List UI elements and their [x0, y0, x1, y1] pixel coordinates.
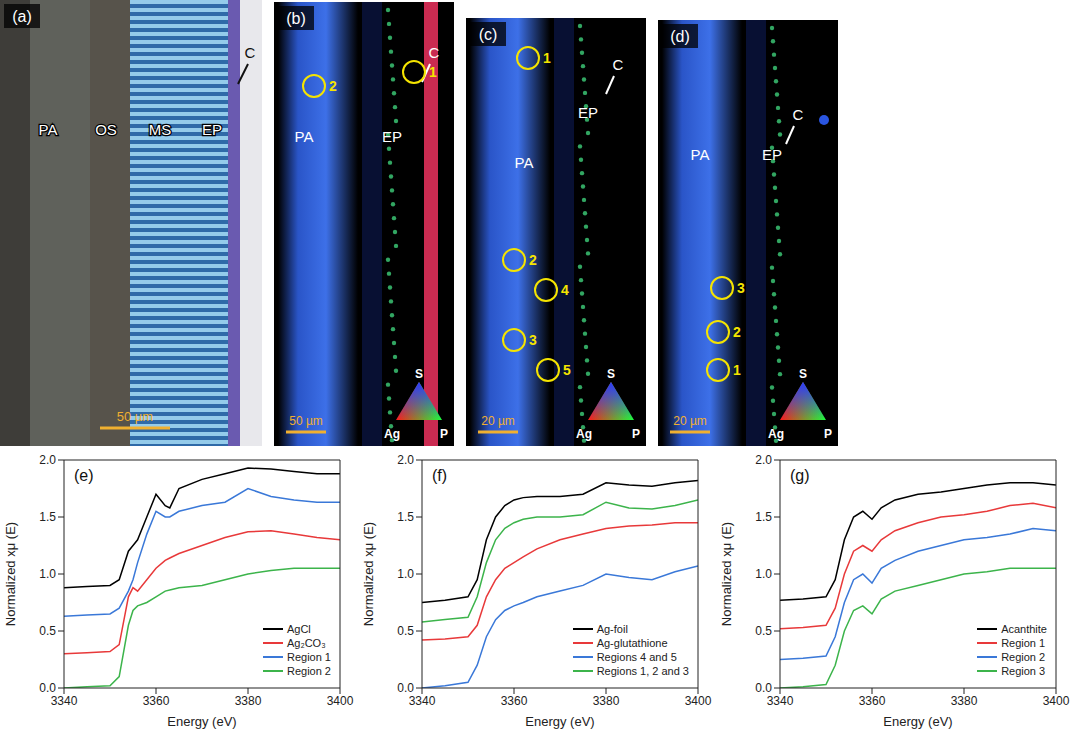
svg-text:3340: 3340 [409, 694, 436, 708]
html-text:Region 1: Region 1 [287, 651, 331, 663]
svg-text:1: 1 [543, 50, 551, 66]
svg-text:20 µm: 20 µm [481, 414, 515, 428]
svg-text:C: C [613, 56, 624, 73]
svg-text:C: C [793, 106, 804, 123]
svg-text:EP: EP [202, 121, 222, 138]
svg-text:0.5: 0.5 [39, 624, 56, 638]
svg-text:2.0: 2.0 [39, 453, 56, 467]
svg-text:C: C [245, 44, 256, 61]
svg-text:PA: PA [295, 128, 314, 145]
html-text:Acanthite: Acanthite [1001, 623, 1047, 635]
html-text:Region 2: Region 2 [1001, 651, 1046, 663]
svg-text:3380: 3380 [593, 694, 620, 708]
svg-text:Normalized xμ (E): Normalized xμ (E) [719, 522, 734, 626]
svg-text:20 µm: 20 µm [673, 414, 707, 428]
svg-text:3380: 3380 [951, 694, 978, 708]
svg-text:2.0: 2.0 [755, 453, 772, 467]
svg-text:PA: PA [515, 154, 534, 171]
svg-text:(b): (b) [286, 10, 306, 27]
svg-text:3340: 3340 [51, 694, 78, 708]
svg-text:0.0: 0.0 [755, 681, 772, 695]
svg-text:1.5: 1.5 [397, 510, 414, 524]
svg-text:Normalized xμ (E): Normalized xμ (E) [3, 522, 18, 626]
svg-text:0.5: 0.5 [755, 624, 772, 638]
svg-text:Ag: Ag [576, 427, 592, 441]
svg-text:3: 3 [529, 332, 537, 348]
svg-text:OS: OS [95, 121, 117, 138]
svg-text:Energy (eV): Energy (eV) [883, 714, 952, 729]
svg-text:1.5: 1.5 [39, 510, 56, 524]
svg-text:P: P [440, 427, 448, 441]
html-text:Region 3: Region 3 [1001, 665, 1046, 677]
html-text:Ag-foil: Ag-foil [596, 623, 628, 635]
svg-text:0.0: 0.0 [39, 681, 56, 695]
svg-text:(d): (d) [670, 28, 690, 45]
html-text:(g): (g) [790, 467, 810, 484]
svg-text:2.0: 2.0 [397, 453, 414, 467]
html-text:Regions 4 and 5: Regions 4 and 5 [596, 651, 677, 663]
svg-text:3: 3 [737, 280, 745, 296]
svg-text:PA: PA [691, 146, 710, 163]
svg-text:50 µm: 50 µm [289, 414, 323, 428]
html-text:Ag₂CO₃: Ag₂CO₃ [287, 637, 326, 649]
svg-text:Energy (eV): Energy (eV) [167, 714, 236, 729]
svg-text:S: S [607, 367, 615, 381]
svg-text:P: P [632, 427, 640, 441]
svg-text:(c): (c) [479, 26, 498, 43]
svg-text:1.0: 1.0 [755, 567, 772, 581]
svg-text:EP: EP [578, 104, 598, 121]
svg-text:4: 4 [561, 282, 569, 298]
svg-text:C: C [429, 44, 440, 61]
svg-text:Normalized xμ (E): Normalized xμ (E) [361, 522, 376, 626]
svg-text:Ag: Ag [768, 427, 784, 441]
svg-text:3360: 3360 [859, 694, 886, 708]
html-text:Region 2: Region 2 [287, 665, 331, 677]
html-text:Ag-glutathione: Ag-glutathione [596, 637, 668, 649]
svg-text:Energy (eV): Energy (eV) [525, 714, 594, 729]
svg-text:1.5: 1.5 [755, 510, 772, 524]
svg-text:1.0: 1.0 [39, 567, 56, 581]
svg-text:3400: 3400 [327, 694, 354, 708]
svg-text:1: 1 [429, 64, 437, 80]
svg-text:EP: EP [382, 128, 402, 145]
svg-text:3400: 3400 [1043, 694, 1070, 708]
svg-text:2: 2 [329, 78, 337, 94]
svg-text:1.0: 1.0 [397, 567, 414, 581]
svg-text:S: S [799, 367, 807, 381]
html-text:(e): (e) [74, 467, 94, 484]
svg-text:3380: 3380 [235, 694, 262, 708]
svg-text:(a): (a) [12, 8, 32, 25]
svg-text:2: 2 [529, 252, 537, 268]
svg-text:S: S [415, 367, 423, 381]
html-text:Regions 1, 2 and 3: Regions 1, 2 and 3 [596, 665, 689, 677]
html-text:AgCl: AgCl [287, 623, 311, 635]
html-text:(f): (f) [432, 467, 448, 484]
svg-text:MS: MS [149, 121, 172, 138]
svg-text:PA: PA [39, 121, 58, 138]
svg-text:3400: 3400 [685, 694, 712, 708]
html-text:Region 1: Region 1 [1001, 637, 1046, 649]
svg-text:0.5: 0.5 [397, 624, 414, 638]
svg-text:Ag: Ag [384, 427, 400, 441]
svg-text:P: P [824, 427, 832, 441]
svg-text:50 µm: 50 µm [117, 409, 153, 424]
svg-text:0.0: 0.0 [397, 681, 414, 695]
svg-text:5: 5 [563, 362, 571, 378]
svg-text:3360: 3360 [501, 694, 528, 708]
svg-text:3340: 3340 [767, 694, 794, 708]
svg-text:1: 1 [733, 362, 741, 378]
svg-text:3360: 3360 [143, 694, 170, 708]
svg-text:2: 2 [733, 324, 741, 340]
svg-text:EP: EP [762, 146, 782, 163]
